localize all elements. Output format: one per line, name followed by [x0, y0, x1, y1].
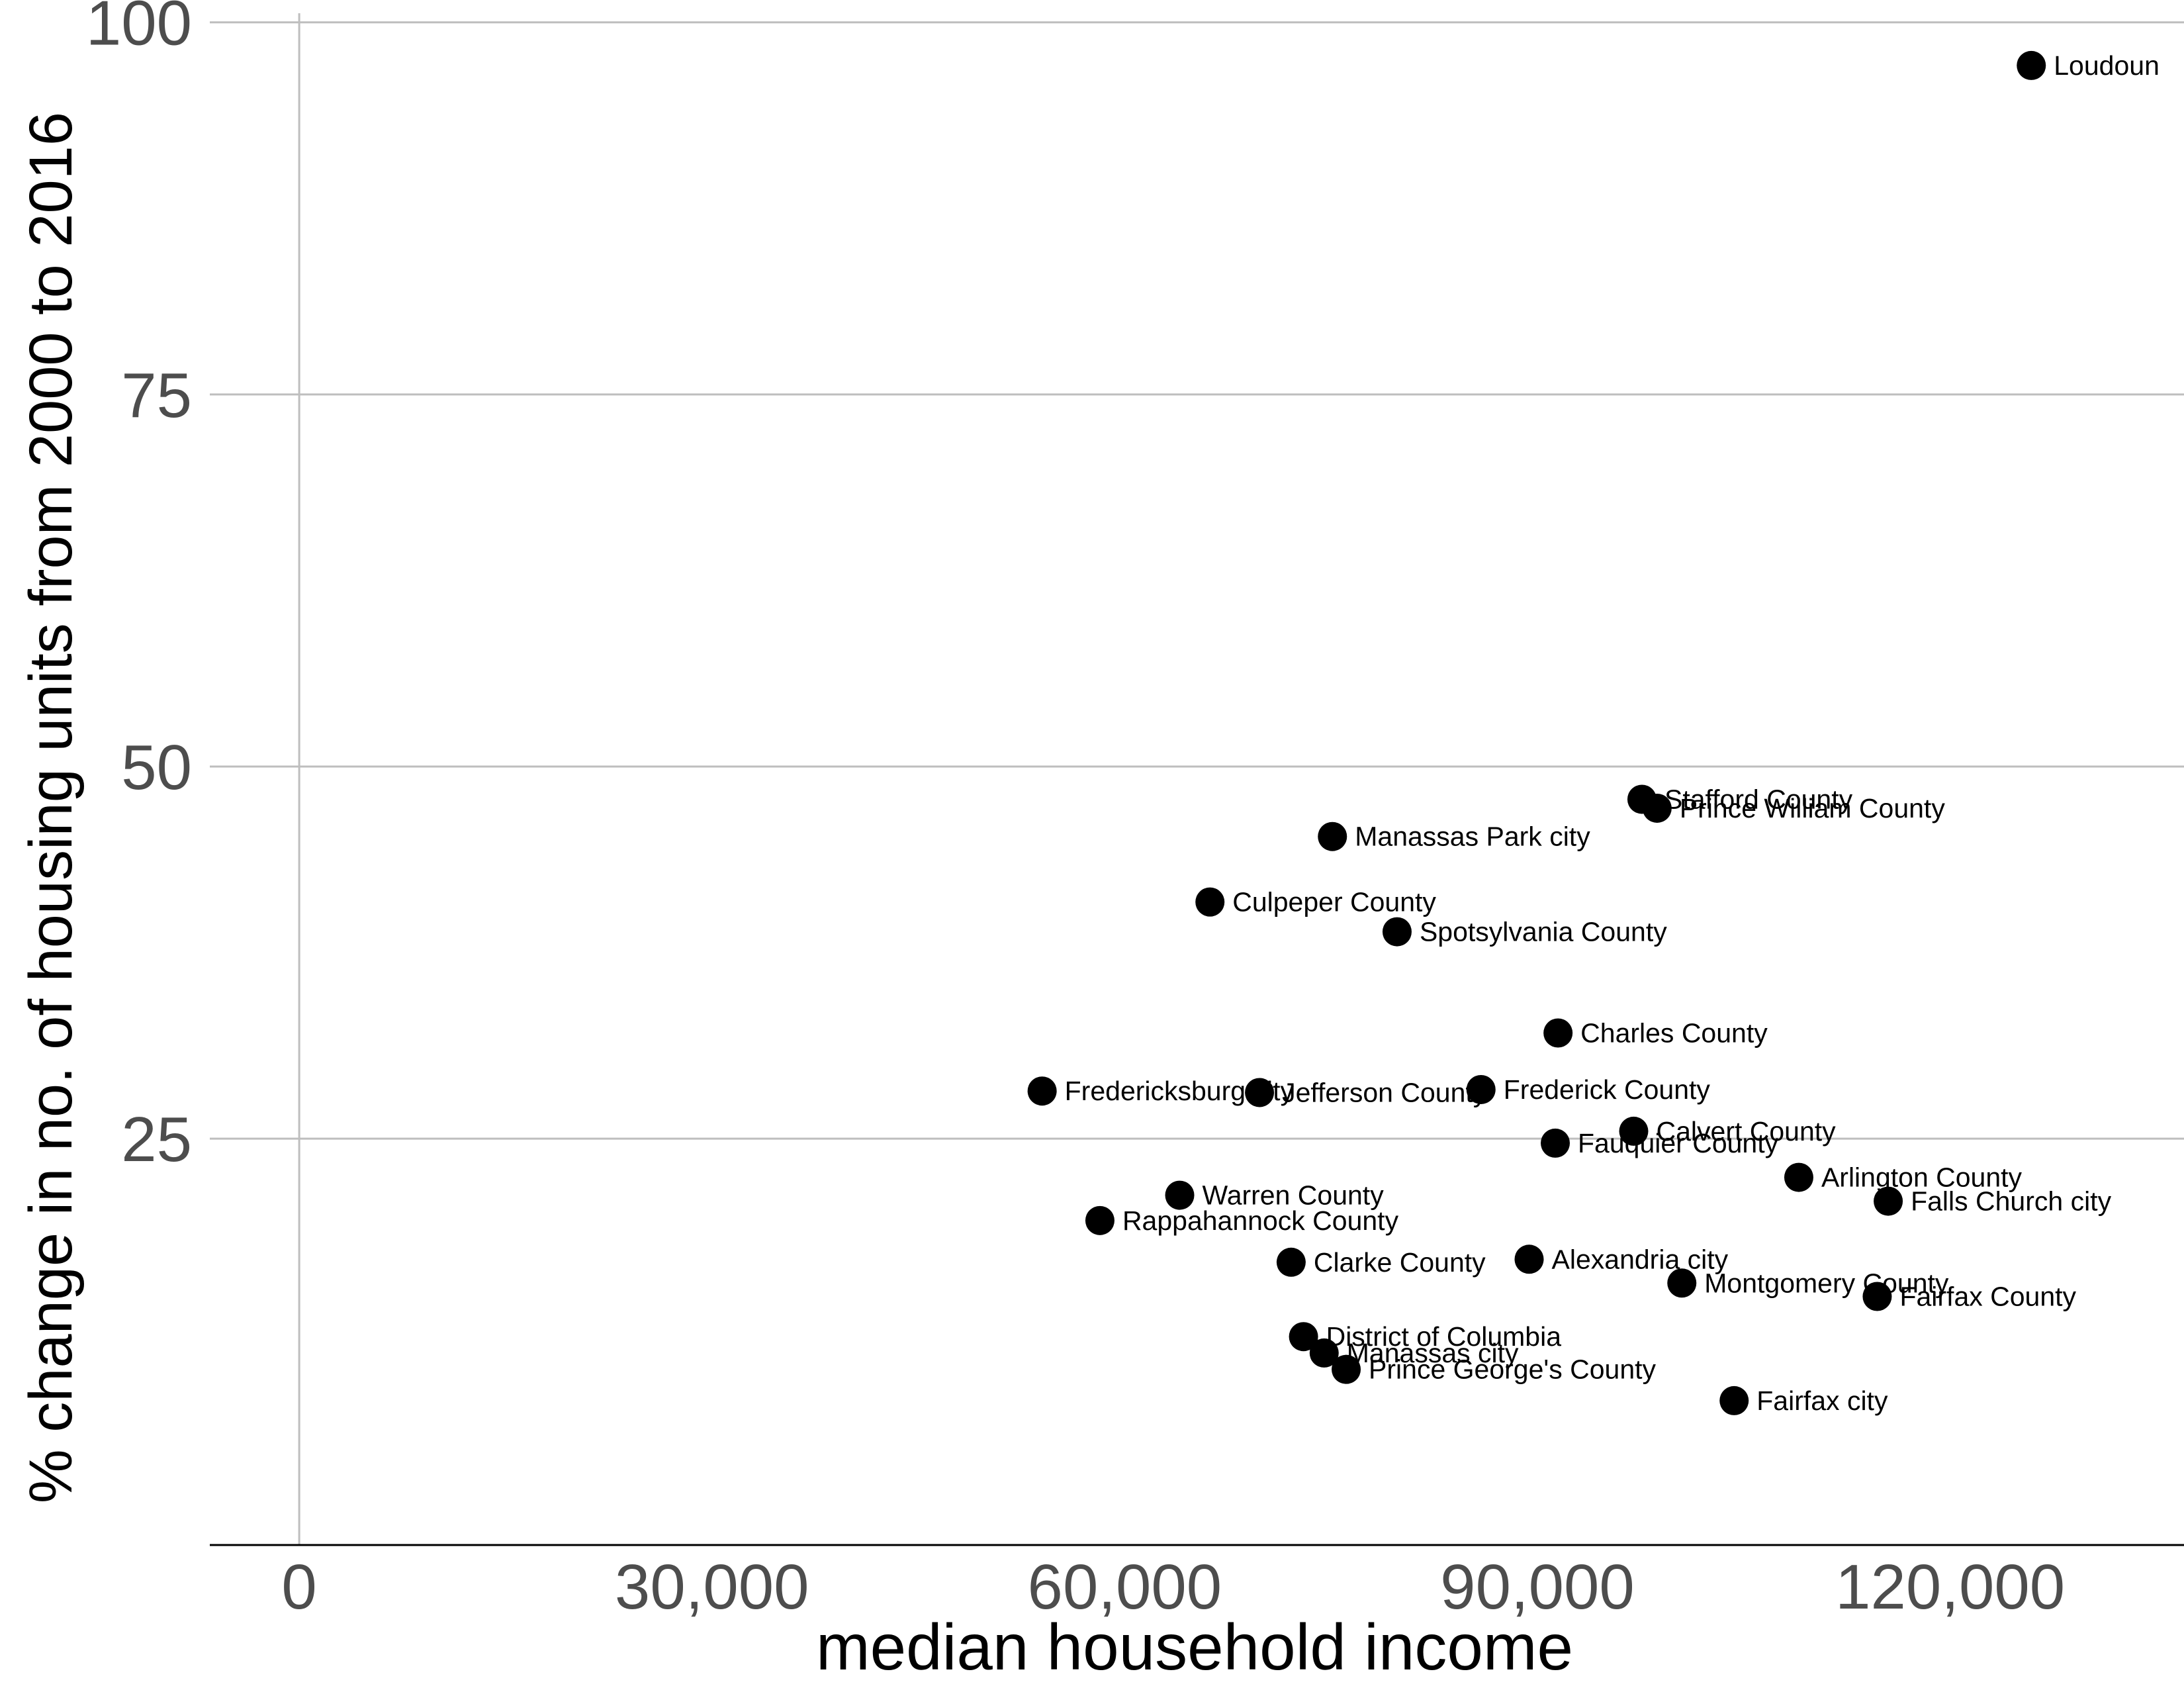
- data-point: [1874, 1186, 1903, 1216]
- point-label: Fairfax city: [1756, 1385, 1888, 1416]
- data-point: [1719, 1385, 1749, 1415]
- point-label: Arlington County: [1821, 1162, 2023, 1193]
- y-axis-title: % change in no. of housing units from 20…: [17, 112, 85, 1503]
- point-label: Alexandria city: [1552, 1244, 1729, 1274]
- data-point: [1165, 1180, 1195, 1210]
- point-label: Clarke County: [1314, 1247, 1486, 1278]
- point-label: Calvert County: [1657, 1116, 1837, 1147]
- point-label: Manassas Park city: [1355, 821, 1590, 852]
- data-point: [1543, 1018, 1573, 1048]
- data-point: [1667, 1268, 1697, 1298]
- point-label: Stafford County: [1664, 784, 1853, 814]
- x-tick-label: 60,000: [1028, 1552, 1222, 1622]
- gridlines: [210, 13, 2184, 1545]
- point-label: Loudoun: [2054, 50, 2160, 81]
- data-point: [1332, 1354, 1361, 1384]
- data-point: [2017, 50, 2046, 80]
- data-point: [1466, 1074, 1496, 1104]
- x-axis-title: median household income: [816, 1611, 1573, 1683]
- data-point: [1382, 917, 1412, 947]
- y-tick-label: 75: [121, 360, 192, 431]
- point-label: Culpeper County: [1232, 887, 1436, 917]
- point-label: Rappahannock County: [1122, 1205, 1399, 1236]
- point-label: Fauquier County: [1578, 1128, 1779, 1158]
- point-label: Jefferson County: [1282, 1077, 1487, 1107]
- data-point: [1514, 1244, 1544, 1274]
- point-label: Spotsylvania County: [1420, 917, 1667, 947]
- data-point: [1862, 1282, 1892, 1311]
- x-tick-labels: 0 30,000 60,000 90,000 120,000: [281, 1552, 2065, 1622]
- data-point: [1276, 1247, 1306, 1277]
- point-label: Manassas city: [1347, 1338, 1519, 1368]
- x-tick-label: 120,000: [1835, 1552, 2065, 1622]
- data-point: [1289, 1322, 1318, 1352]
- y-tick-label: 50: [121, 732, 192, 803]
- data-point: [1027, 1076, 1057, 1106]
- y-tick-label: 25: [121, 1104, 192, 1175]
- point-label: Warren County: [1203, 1180, 1385, 1211]
- point-label: Prince William County: [1680, 793, 1945, 823]
- point-label: Prince George's County: [1369, 1354, 1656, 1385]
- y-tick-label: 100: [86, 0, 192, 59]
- data-point: [1619, 1116, 1649, 1146]
- data-point: [1784, 1162, 1813, 1192]
- data-point: [1309, 1338, 1339, 1368]
- point-label: Montgomery County: [1704, 1268, 1949, 1298]
- data-points: [1027, 50, 2046, 1415]
- data-point: [1318, 821, 1347, 851]
- x-tick-label: 90,000: [1440, 1552, 1635, 1622]
- y-tick-labels: 25 50 75 100: [86, 0, 192, 1175]
- x-tick-label: 0: [281, 1552, 316, 1622]
- x-tick-label: 30,000: [615, 1552, 809, 1622]
- data-point: [1245, 1078, 1275, 1107]
- point-label: District of Columbia: [1326, 1321, 1562, 1352]
- point-label: Fairfax County: [1899, 1281, 2076, 1311]
- point-label: Charles County: [1580, 1017, 1768, 1048]
- point-label: Falls Church city: [1911, 1186, 2112, 1217]
- point-label: Frederick County: [1504, 1074, 1711, 1105]
- data-point: [1541, 1128, 1570, 1158]
- data-point: [1085, 1205, 1115, 1235]
- point-label: Fredericksburg city: [1065, 1076, 1295, 1106]
- data-point: [1195, 887, 1225, 917]
- data-point: [1642, 793, 1672, 823]
